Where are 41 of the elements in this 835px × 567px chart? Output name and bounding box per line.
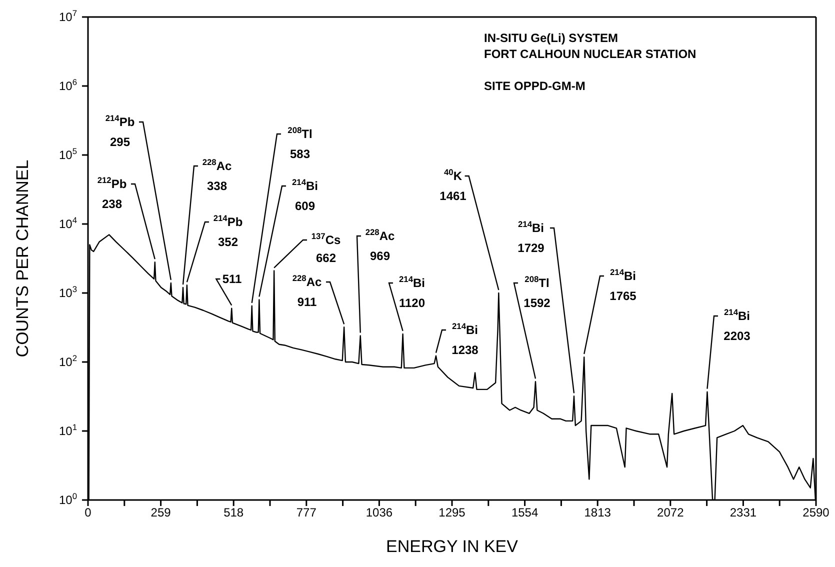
annotation: $^{228}$Ac 338 [202,157,232,193]
y-tick-label: 10$^{2}$ [58,353,78,369]
y-tick-label: 10$^{3}$ [58,284,78,300]
annotation: $^{214}$Bi 2203 [724,307,751,343]
annotation: $^{214}$Pb 352 [213,213,243,249]
annotation: $^{228}$Ac 969 [365,227,395,263]
x-tick-label: 1554 [511,506,538,520]
annotation: $^{208}$Tl 583 [288,125,312,161]
y-axis-title: COUNTS PER CHANNEL [13,160,32,358]
annotation: $^{40}$K 1461 [440,167,467,203]
annotation: $^{212}$Pb 238 [97,175,127,211]
y-tick-label: 10$^{6}$ [58,77,78,93]
annotation: FORT CALHOUN NUCLEAR STATION [484,47,696,61]
y-tick-label: 10$^{7}$ [58,8,78,24]
annotation: $^{214}$Pb 295 [105,113,135,149]
annotation: 511 [222,272,242,286]
x-tick-label: 0 [84,506,92,520]
y-tick-label: 10$^{1}$ [58,422,78,438]
y-tick-label: 10$^{4}$ [58,215,78,231]
annotation: SITE OPPD-GM-M [484,79,586,93]
annotation: $^{228}$Ac 911 [292,273,322,309]
x-tick-label: 777 [296,506,317,520]
x-tick-label: 2590 [802,506,830,520]
x-tick-label: 1036 [366,506,393,520]
annotation: $^{214}$Bi 1238 [452,321,479,357]
x-tick-label: 2072 [657,506,684,520]
annotation: $^{214}$Bi 1120 [398,274,426,310]
annotation: IN-SITU Ge(Li) SYSTEM [484,31,618,45]
x-tick-label: 2331 [730,506,757,520]
x-axis-title: ENERGY IN KEV [386,537,519,556]
annotation: $^{137}$Cs 662 [311,231,341,265]
y-tick-label: 10$^{0}$ [58,491,78,507]
x-tick-label: 1295 [438,506,466,520]
x-tick-label: 1813 [584,506,612,520]
annotation: $^{214}$Bi 1765 [610,267,637,303]
y-tick-label: 10$^{5}$ [58,146,78,162]
annotation: $^{214}$Bi 1729 [518,219,545,255]
annotation: $^{214}$Bi 609 [292,177,318,213]
annotation: $^{208}$Tl 1592 [524,274,551,310]
x-tick-label: 518 [224,506,244,520]
x-tick-label: 259 [150,506,172,520]
